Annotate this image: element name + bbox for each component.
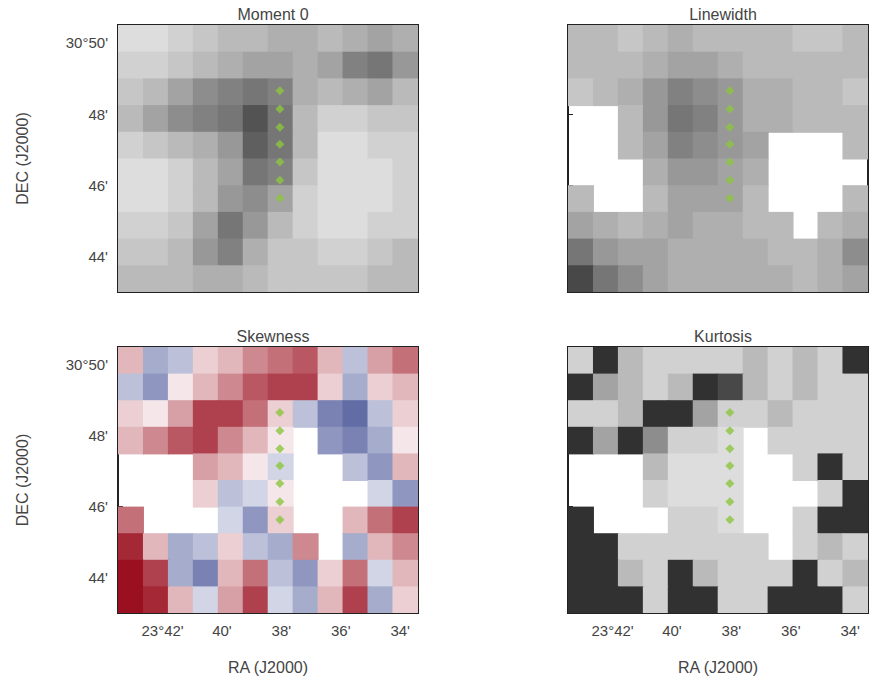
svg-text:46': 46' [88,498,108,515]
svg-text:RA (J2000): RA (J2000) [228,659,308,676]
svg-text:RA (J2000): RA (J2000) [678,659,758,676]
svg-text:38': 38' [722,622,742,639]
svg-text:48': 48' [88,106,108,123]
svg-text:30°50': 30°50' [66,34,108,51]
svg-text:Skewness: Skewness [237,328,310,345]
svg-text:23°42': 23°42' [591,622,633,639]
svg-text:44': 44' [88,569,108,586]
svg-text:23°42': 23°42' [141,622,183,639]
svg-text:Linewidth: Linewidth [689,6,757,23]
svg-text:36': 36' [781,622,801,639]
svg-text:38': 38' [272,622,292,639]
svg-text:40': 40' [662,622,682,639]
svg-text:34': 34' [390,622,410,639]
svg-text:40': 40' [212,622,232,639]
svg-text:34': 34' [840,622,860,639]
svg-text:46': 46' [88,177,108,194]
svg-text:48': 48' [88,427,108,444]
svg-text:44': 44' [88,248,108,265]
svg-text:36': 36' [331,622,351,639]
svg-text:Kurtosis: Kurtosis [694,328,752,345]
svg-text:30°50': 30°50' [66,356,108,373]
svg-text:Moment 0: Moment 0 [237,6,308,23]
svg-text:DEC (J2000): DEC (J2000) [14,434,31,526]
svg-text:DEC (J2000): DEC (J2000) [14,112,31,204]
